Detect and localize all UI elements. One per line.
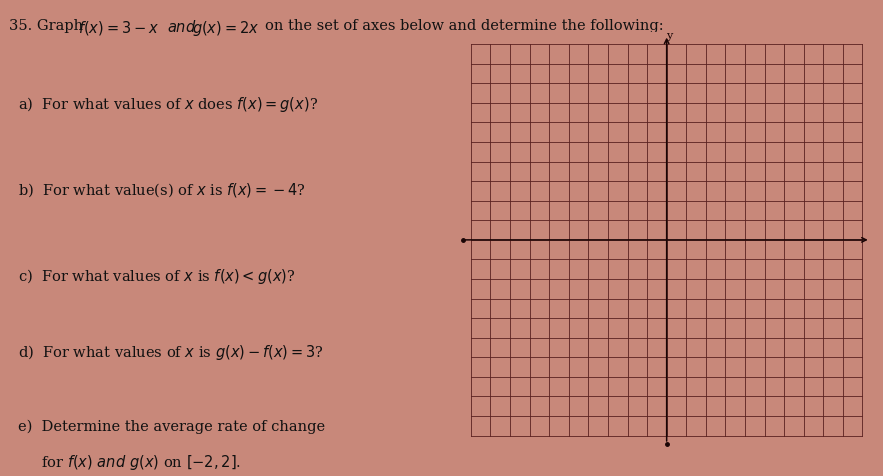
Text: a)  For what values of $x$ does $f(x) = g(x)$?: a) For what values of $x$ does $f(x) = g…: [18, 95, 318, 114]
Text: $f(x) = 3-x$: $f(x) = 3-x$: [78, 19, 159, 37]
Text: c)  For what values of $x$ is $f(x) < g(x)$?: c) For what values of $x$ is $f(x) < g(x…: [18, 267, 295, 286]
Text: y: y: [667, 31, 673, 41]
Text: $and$: $and$: [167, 19, 197, 35]
Text: d)  For what values of $x$ is $g(x) - f(x) = 3$?: d) For what values of $x$ is $g(x) - f(x…: [18, 343, 324, 362]
Text: 35. Graph: 35. Graph: [9, 19, 87, 33]
Text: $g(x) = 2x$: $g(x) = 2x$: [192, 19, 259, 38]
Text: for $f(x)$ $and$ $g(x)$ on $[-2,2]$.: for $f(x)$ $and$ $g(x)$ on $[-2,2]$.: [18, 452, 241, 471]
Text: e)  Determine the average rate of change: e) Determine the average rate of change: [18, 419, 325, 433]
Text: on the set of axes below and determine the following:: on the set of axes below and determine t…: [265, 19, 664, 33]
Text: b)  For what value(s) of $x$ is $f(x) = -4$?: b) For what value(s) of $x$ is $f(x) = -…: [18, 181, 306, 199]
